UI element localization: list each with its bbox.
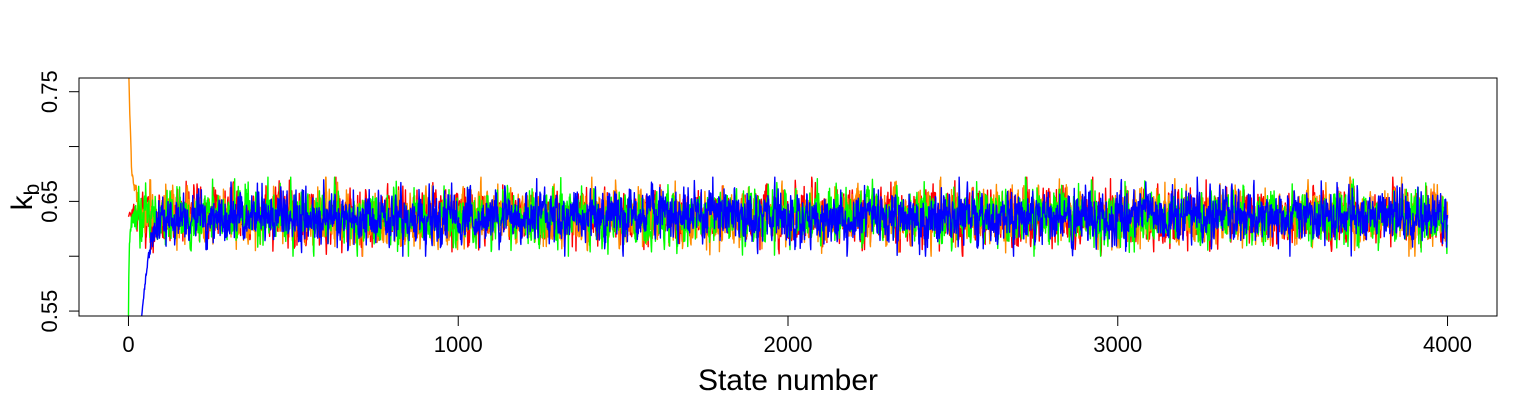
y-tick-label: 0.75	[37, 70, 62, 113]
y-tick-label: 0.55	[37, 290, 62, 333]
series-layer	[127, 78, 1449, 316]
x-tick-label: 2000	[764, 332, 813, 357]
y-axis-title: kb	[6, 184, 44, 211]
y-axis-title-subscript: b	[21, 184, 44, 196]
x-tick-label: 0	[122, 332, 134, 357]
y-axis: 0.55 0.65 0.75	[37, 70, 80, 333]
x-tick-label: 3000	[1093, 332, 1142, 357]
x-tick-label: 4000	[1423, 332, 1472, 357]
chain-trace-line	[141, 176, 1449, 316]
x-axis-title: State number	[698, 364, 878, 397]
x-axis: 0 1000 2000 3000 4000	[122, 315, 1472, 357]
y-axis-title-main: k	[6, 194, 39, 210]
x-tick-label: 1000	[434, 332, 483, 357]
y-tick-label: 0.65	[37, 180, 62, 223]
